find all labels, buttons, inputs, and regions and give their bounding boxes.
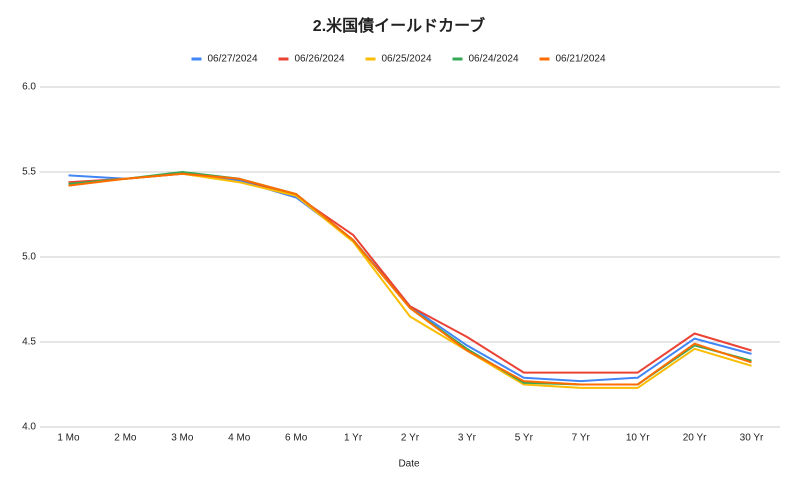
chart-title: 2.米国債イールドカーブ [313,16,485,35]
series-line [68,172,752,383]
x-tick-label: 6 Mo [285,433,308,444]
legend-label: 06/24/2024 [469,54,519,65]
x-tick-label: 10 Yr [626,433,650,444]
y-tick-label: 5.5 [22,167,36,178]
x-tick-label: 7 Yr [572,433,591,444]
series-line [68,172,752,389]
x-tick-label: 2 Mo [114,433,137,444]
x-axis-label: Date [398,459,420,470]
legend-label: 06/21/2024 [556,54,606,65]
y-tick-label: 4.5 [22,337,36,348]
series-line [68,172,752,374]
y-tick-label: 6.0 [22,82,36,93]
x-tick-label: 1 Mo [57,433,80,444]
x-tick-label: 20 Yr [683,433,707,444]
series-line [68,172,752,386]
x-tick-label: 1 Yr [344,433,363,444]
x-tick-label: 5 Yr [515,433,534,444]
legend-label: 06/26/2024 [295,54,345,65]
y-tick-label: 5.0 [22,252,36,263]
legend-label: 06/27/2024 [208,54,258,65]
y-tick-label: 4.0 [22,422,36,433]
series-line [68,171,752,386]
legend-label: 06/25/2024 [382,54,432,65]
x-tick-label: 30 Yr [740,433,764,444]
x-tick-label: 3 Yr [458,433,477,444]
x-tick-label: 4 Mo [228,433,251,444]
x-tick-label: 3 Mo [171,433,194,444]
x-tick-label: 2 Yr [401,433,420,444]
